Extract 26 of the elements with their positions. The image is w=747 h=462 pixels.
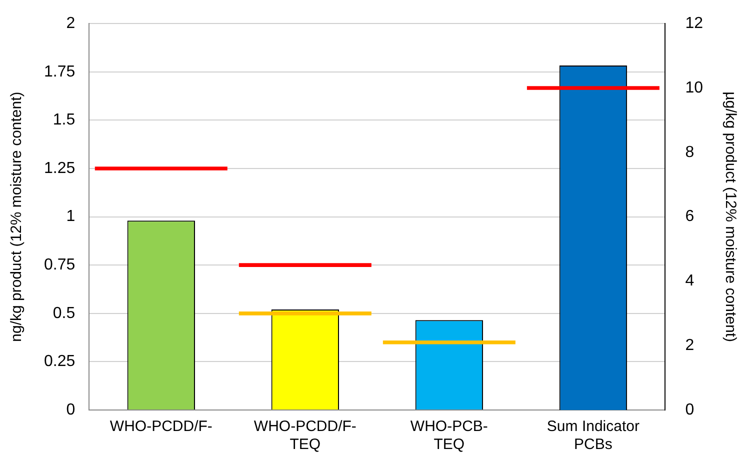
y2-tick-label: 4 bbox=[685, 272, 694, 290]
y-tick-label: 1.5 bbox=[52, 112, 76, 129]
x-tick-label: WHO-PCB-TEQ bbox=[410, 418, 488, 454]
x-tick-label: WHO-PCDD/F-TEQ bbox=[254, 418, 356, 454]
y2-tick-label: 10 bbox=[685, 79, 704, 96]
y-tick-label: 1 bbox=[66, 208, 76, 226]
y2-tick-label: 12 bbox=[685, 15, 704, 32]
y-tick-label: 0.75 bbox=[44, 256, 76, 274]
bar bbox=[238, 311, 372, 316]
y2-tick-label: 6 bbox=[685, 208, 694, 226]
x-tick-label: Sum Indicator PCBs bbox=[546, 418, 640, 454]
y-tick-label: 1.25 bbox=[44, 160, 76, 177]
y2-tick-label: 8 bbox=[685, 144, 694, 161]
y2-tick-label: 0 bbox=[685, 401, 694, 418]
y-tick-label: 0.5 bbox=[52, 304, 76, 322]
y-tick-label: 2 bbox=[66, 15, 76, 32]
y-tick-label: 0 bbox=[66, 401, 76, 418]
y-tick-label: 1.75 bbox=[44, 63, 76, 80]
x-tick-label: WHO-PCDD/F- bbox=[110, 418, 212, 436]
y2-tick-label: 2 bbox=[685, 337, 694, 354]
bar bbox=[382, 340, 516, 344]
bar bbox=[238, 263, 372, 268]
y2-axis-title: µg/kg product (12% moisture content) bbox=[722, 92, 739, 342]
bar bbox=[94, 166, 228, 170]
y-tick-label: 0.25 bbox=[44, 353, 76, 370]
y-axis-title: ng/kg product (12% moisture content) bbox=[8, 92, 26, 342]
